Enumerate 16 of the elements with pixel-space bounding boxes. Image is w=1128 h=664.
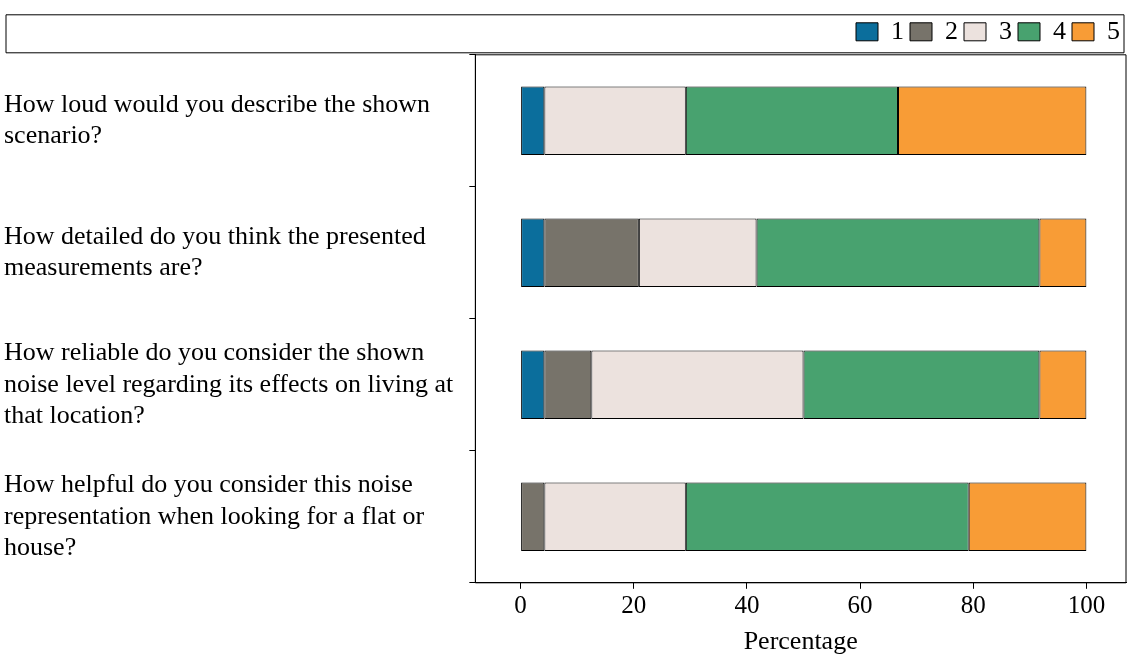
legend-label: 5 — [1107, 15, 1120, 45]
x-tick-label: 0 — [514, 591, 527, 619]
legend-label: 4 — [1053, 15, 1066, 45]
x-tick-label: 100 — [1067, 591, 1106, 619]
y-tick-label: How reliable do you consider the shown noise level regarding its effects on living at that location? — [4, 337, 455, 429]
x-tick-label: 60 — [847, 591, 873, 619]
x-tick-label: 80 — [960, 591, 986, 619]
legend-label: 2 — [945, 15, 958, 45]
legend-label: 3 — [999, 15, 1012, 45]
legend-label: 1 — [891, 15, 904, 45]
x-axis-title: Percentage — [743, 626, 858, 656]
x-tick-label: 20 — [621, 591, 647, 619]
x-tick-label: 40 — [734, 591, 760, 619]
y-tick-label: How loud would you describe the shown scenario? — [4, 89, 431, 150]
y-tick-label: How helpful do you consider this noise representation when looking for a flat or house? — [4, 469, 425, 561]
y-tick-label: How detailed do you think the presented measurements are? — [4, 221, 426, 282]
